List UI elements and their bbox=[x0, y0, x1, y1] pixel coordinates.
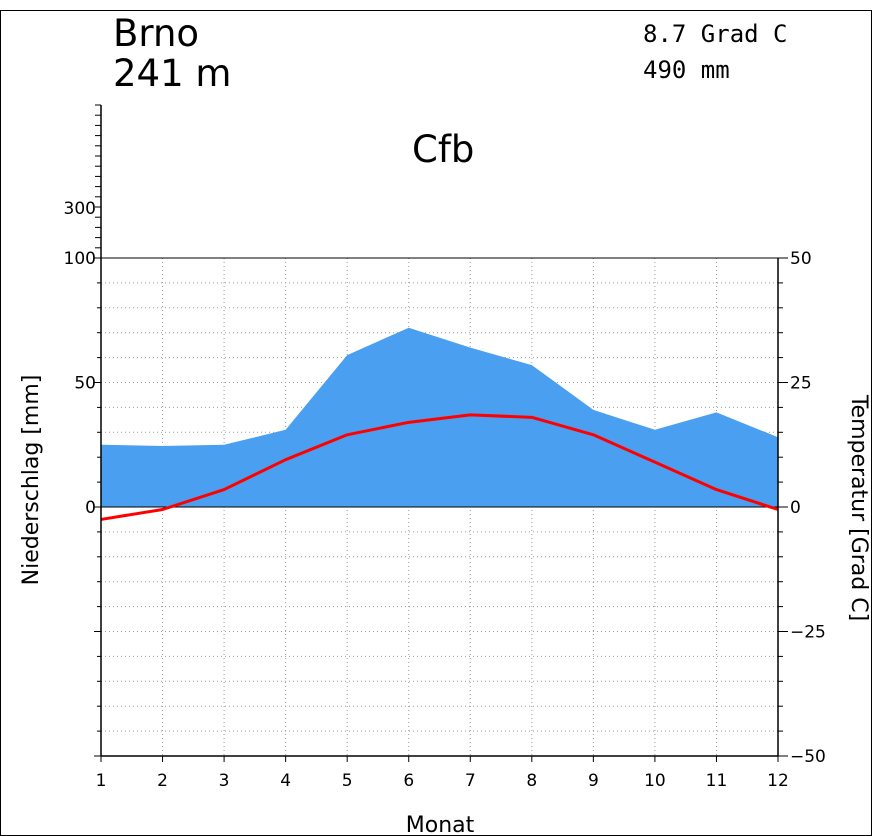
x-axis-label: Monat bbox=[406, 813, 475, 836]
x-tick-label: 7 bbox=[465, 771, 476, 791]
x-tick-label: 10 bbox=[644, 771, 666, 791]
left-tick-label: 0 bbox=[85, 498, 96, 518]
station-name: Brno bbox=[113, 12, 199, 55]
y-axis-label-left: Niederschlag [mm] bbox=[19, 375, 44, 586]
x-tick-label: 2 bbox=[157, 771, 168, 791]
right-tick-label: −50 bbox=[790, 747, 826, 767]
right-tick-label: −25 bbox=[790, 623, 826, 643]
x-tick-label: 6 bbox=[403, 771, 414, 791]
climate-class: Cfb bbox=[412, 128, 474, 171]
x-tick-label: 8 bbox=[526, 771, 537, 791]
x-tick-label: 5 bbox=[342, 771, 353, 791]
axes bbox=[94, 104, 788, 762]
x-tick-label: 9 bbox=[588, 771, 599, 791]
x-tick-label: 12 bbox=[767, 771, 789, 791]
station-elevation: 241 m bbox=[113, 52, 231, 95]
left-tick-label: 50 bbox=[74, 374, 96, 394]
x-tick-label: 4 bbox=[280, 771, 291, 791]
right-tick-label: 0 bbox=[790, 498, 801, 518]
x-tick-label: 1 bbox=[96, 771, 107, 791]
x-tick-label: 11 bbox=[706, 771, 728, 791]
data-marks bbox=[100, 327, 779, 521]
annual-precipitation: 490 mm bbox=[643, 56, 730, 84]
temperature-line bbox=[100, 413, 779, 521]
y-axis-label-right: Temperatur [Grad C] bbox=[846, 394, 871, 621]
annual-temperature: 8.7 Grad C bbox=[643, 20, 788, 48]
right-tick-label: 50 bbox=[790, 249, 812, 269]
right-tick-label: 25 bbox=[790, 374, 812, 394]
left-tick-label: 300 bbox=[64, 199, 96, 219]
left-tick-label: 100 bbox=[64, 249, 96, 269]
x-tick-label: 3 bbox=[219, 771, 230, 791]
